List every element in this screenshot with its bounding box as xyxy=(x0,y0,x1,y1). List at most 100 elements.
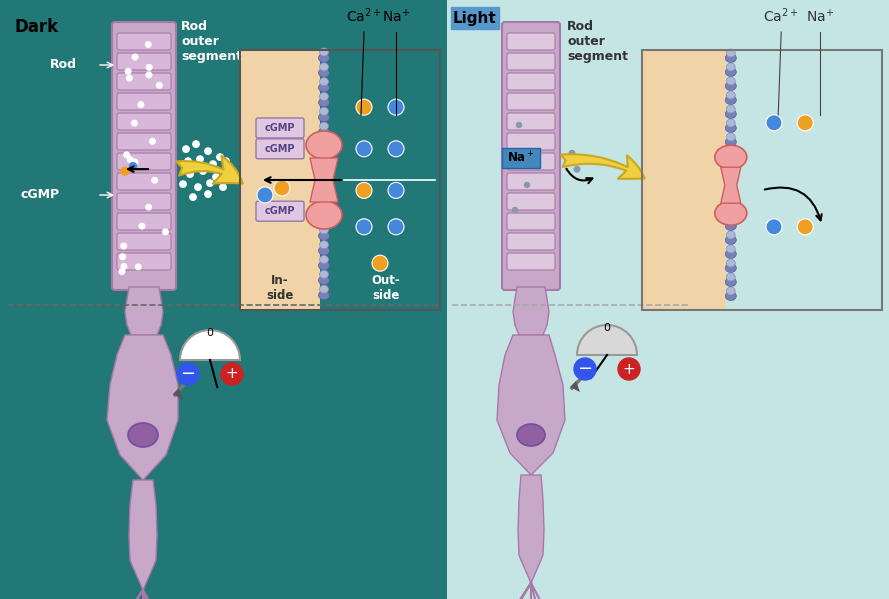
Circle shape xyxy=(212,174,220,180)
Ellipse shape xyxy=(318,217,330,226)
FancyBboxPatch shape xyxy=(117,33,171,50)
Ellipse shape xyxy=(319,211,329,219)
Ellipse shape xyxy=(319,92,329,101)
Ellipse shape xyxy=(318,113,330,122)
Polygon shape xyxy=(125,287,163,335)
Text: Rod
outer
segment: Rod outer segment xyxy=(181,20,242,63)
Ellipse shape xyxy=(725,165,736,174)
Circle shape xyxy=(180,181,186,187)
Text: cGMP: cGMP xyxy=(20,189,60,201)
Circle shape xyxy=(124,152,130,158)
Circle shape xyxy=(138,102,144,107)
Circle shape xyxy=(356,183,372,198)
FancyBboxPatch shape xyxy=(507,53,555,70)
FancyBboxPatch shape xyxy=(117,213,171,230)
Circle shape xyxy=(207,180,213,186)
FancyBboxPatch shape xyxy=(117,113,171,130)
Text: cGMP: cGMP xyxy=(265,123,295,133)
Ellipse shape xyxy=(726,175,735,183)
Ellipse shape xyxy=(318,202,330,211)
FancyBboxPatch shape xyxy=(507,133,555,150)
Ellipse shape xyxy=(726,49,735,57)
Ellipse shape xyxy=(517,424,545,446)
Circle shape xyxy=(146,72,152,78)
Bar xyxy=(320,50,440,310)
Polygon shape xyxy=(570,381,580,392)
Ellipse shape xyxy=(319,181,329,189)
Circle shape xyxy=(195,184,201,190)
FancyBboxPatch shape xyxy=(451,7,499,29)
Polygon shape xyxy=(107,335,178,480)
Ellipse shape xyxy=(319,152,329,160)
Circle shape xyxy=(766,115,782,131)
Ellipse shape xyxy=(318,158,330,167)
Ellipse shape xyxy=(318,172,330,181)
Ellipse shape xyxy=(725,81,736,90)
Circle shape xyxy=(512,207,517,213)
Circle shape xyxy=(152,177,157,183)
Polygon shape xyxy=(310,158,338,202)
Ellipse shape xyxy=(725,138,736,147)
Text: Na$^+$: Na$^+$ xyxy=(508,150,535,166)
Circle shape xyxy=(125,68,131,74)
Circle shape xyxy=(372,255,388,271)
FancyBboxPatch shape xyxy=(117,193,171,210)
Text: cGMP: cGMP xyxy=(265,206,295,216)
Circle shape xyxy=(217,154,223,161)
FancyBboxPatch shape xyxy=(507,233,555,250)
Circle shape xyxy=(569,150,575,156)
Bar xyxy=(726,50,882,310)
Circle shape xyxy=(140,223,145,229)
Wedge shape xyxy=(180,330,240,360)
Circle shape xyxy=(156,83,162,88)
Ellipse shape xyxy=(319,196,329,204)
Text: Rod: Rod xyxy=(50,59,77,71)
Circle shape xyxy=(163,229,168,235)
Ellipse shape xyxy=(715,201,747,225)
Circle shape xyxy=(221,363,243,385)
Ellipse shape xyxy=(318,83,330,92)
Circle shape xyxy=(149,138,156,144)
Wedge shape xyxy=(577,325,637,355)
Ellipse shape xyxy=(318,261,330,270)
Circle shape xyxy=(356,219,372,235)
FancyBboxPatch shape xyxy=(117,173,171,190)
Circle shape xyxy=(388,219,404,235)
Circle shape xyxy=(797,115,813,131)
Ellipse shape xyxy=(726,203,735,211)
Circle shape xyxy=(223,158,229,164)
Ellipse shape xyxy=(726,77,735,85)
Ellipse shape xyxy=(726,189,735,197)
FancyBboxPatch shape xyxy=(117,133,171,150)
Circle shape xyxy=(204,148,212,155)
Circle shape xyxy=(119,269,124,274)
Ellipse shape xyxy=(725,95,736,104)
Ellipse shape xyxy=(319,285,329,293)
FancyBboxPatch shape xyxy=(507,93,555,110)
Ellipse shape xyxy=(318,98,330,107)
FancyBboxPatch shape xyxy=(117,73,171,90)
Ellipse shape xyxy=(319,137,329,145)
Ellipse shape xyxy=(726,287,735,295)
Ellipse shape xyxy=(725,235,736,244)
Circle shape xyxy=(574,167,580,172)
Circle shape xyxy=(183,146,189,152)
Ellipse shape xyxy=(318,246,330,255)
Ellipse shape xyxy=(128,423,158,447)
Ellipse shape xyxy=(306,201,342,229)
Ellipse shape xyxy=(726,147,735,155)
Text: In-
side: In- side xyxy=(267,274,293,302)
FancyBboxPatch shape xyxy=(507,173,555,190)
Text: −: − xyxy=(180,365,196,383)
Circle shape xyxy=(147,65,152,70)
Ellipse shape xyxy=(318,53,330,62)
Circle shape xyxy=(146,204,151,210)
FancyBboxPatch shape xyxy=(117,233,171,250)
Polygon shape xyxy=(173,388,183,400)
Ellipse shape xyxy=(319,122,329,130)
Ellipse shape xyxy=(725,222,736,231)
Text: Rod
outer
segment: Rod outer segment xyxy=(567,20,628,63)
Text: Na$^{+}$: Na$^{+}$ xyxy=(805,8,834,25)
Bar xyxy=(447,0,889,599)
FancyBboxPatch shape xyxy=(502,148,540,168)
